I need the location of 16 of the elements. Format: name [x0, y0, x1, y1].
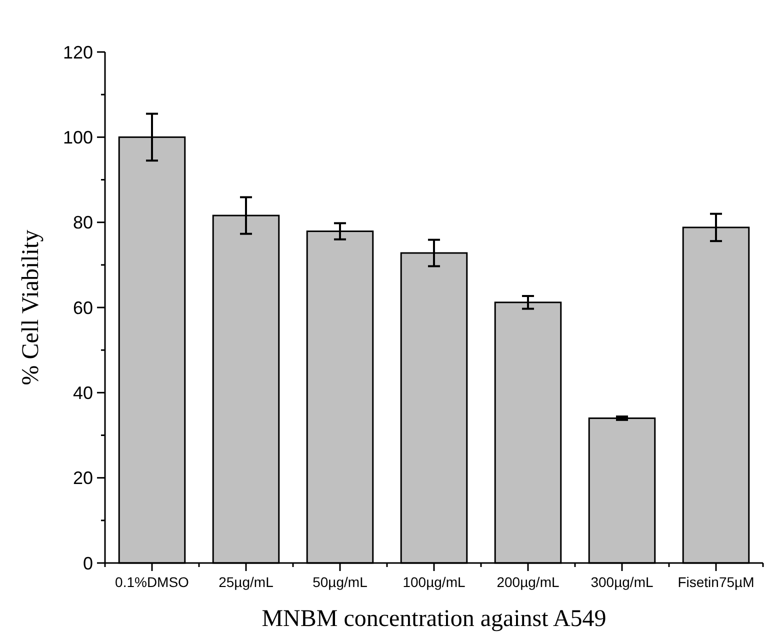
x-tick-label: 200µg/mL: [496, 574, 560, 590]
y-tick-label: 40: [72, 382, 93, 403]
x-tick-label: 300µg/mL: [590, 574, 654, 590]
y-tick-label: 20: [72, 468, 93, 488]
x-tick-label: 0.1%DMSO: [115, 574, 190, 590]
y-tick-label: 100: [62, 127, 93, 148]
x-tick-label: Fisetin75µM: [678, 574, 754, 590]
y-tick-label: 80: [72, 212, 93, 233]
y-tick-label: 0: [82, 553, 93, 574]
x-tick-label: 25µg/mL: [218, 574, 274, 590]
y-tick-label: 120: [62, 42, 93, 62]
x-tick-label: 100µg/mL: [402, 574, 466, 590]
x-axis-title: MNBM concentration against A549: [262, 606, 606, 632]
y-axis-title: % Cell Viability: [18, 230, 44, 386]
y-tick-label: 60: [72, 298, 93, 318]
x-tick-label: 50µg/mL: [312, 574, 368, 590]
